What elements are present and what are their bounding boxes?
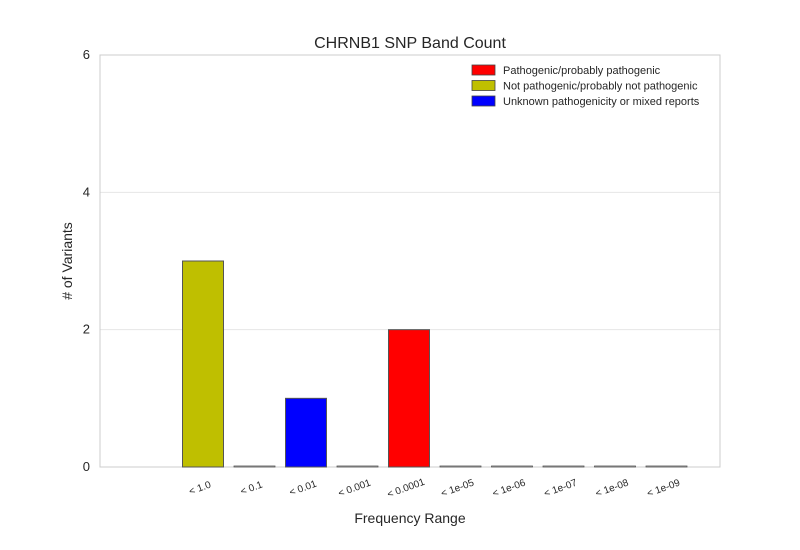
x-tick-label: < 0.01 xyxy=(288,479,319,499)
bar-4 xyxy=(336,465,379,468)
x-ticks: < 1.0 < 0.1 < 0.01 < 0.001 < 0.0001 < 1e-05 < … xyxy=(188,477,682,501)
x-tick-label: < 1e-06 xyxy=(491,477,527,499)
x-tick-label: < 1e-05 xyxy=(440,477,476,499)
x-tick-label: < 0.0001 xyxy=(386,477,427,501)
legend-swatch xyxy=(471,64,496,76)
legend: Pathogenic/probably pathogenic Not pathog… xyxy=(471,64,700,108)
y-tick-label: 2 xyxy=(83,322,90,337)
x-tick-label: < 1e-08 xyxy=(594,477,630,499)
chart-title: CHRNB1 SNP Band Count xyxy=(314,35,506,52)
y-ticks: 0 2 4 6 xyxy=(83,47,90,474)
legend-label: Not pathogenic/probably not pathogenic xyxy=(503,81,698,93)
x-tick-label: < 1e-09 xyxy=(646,477,682,499)
bar-6 xyxy=(439,465,482,468)
x-tick-label: < 0.1 xyxy=(239,479,264,497)
y-tick-label: 4 xyxy=(83,184,90,199)
bar-10 xyxy=(645,465,688,468)
bar-2 xyxy=(233,465,276,468)
x-axis-label: Frequency Range xyxy=(354,510,466,526)
bar-9 xyxy=(594,465,636,468)
bar-5 xyxy=(388,329,430,468)
bars xyxy=(182,260,688,468)
y-tick-label: 6 xyxy=(83,47,90,62)
bar-7 xyxy=(491,465,533,468)
bar-1 xyxy=(182,260,224,468)
y-axis-label: # of Variants xyxy=(59,222,75,300)
x-tick-label: < 1e-07 xyxy=(543,477,579,499)
x-tick-label: < 1.0 xyxy=(188,479,213,497)
legend-swatch xyxy=(471,95,496,107)
bar-3 xyxy=(285,397,327,468)
legend-label: Unknown pathogenicity or mixed reports xyxy=(503,96,700,108)
legend-label: Pathogenic/probably pathogenic xyxy=(503,65,661,77)
legend-swatch xyxy=(471,80,496,91)
x-tick-label: < 0.001 xyxy=(337,478,373,500)
y-tick-label: 0 xyxy=(83,459,90,474)
bar-8 xyxy=(542,465,585,468)
